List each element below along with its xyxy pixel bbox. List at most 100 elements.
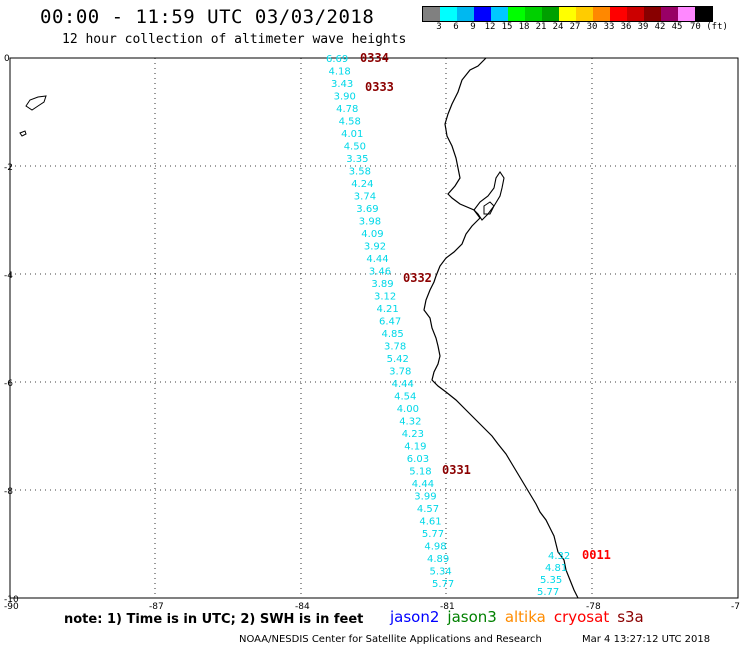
scale-label: 12 — [484, 22, 496, 32]
swh-value: 5.77 — [537, 587, 559, 598]
scale-label: 33 — [603, 22, 615, 32]
latitude-label: 0 — [4, 54, 10, 64]
scale-label: 18 — [518, 22, 530, 32]
scale-swatch — [457, 7, 474, 21]
swh-value: 4.19 — [404, 442, 426, 453]
swh-value: 3.98 — [359, 217, 381, 228]
scale-swatch — [542, 7, 559, 21]
map-frame — [9, 57, 739, 599]
swh-value: 4.32 — [548, 551, 570, 562]
wave-height-color-scale — [422, 6, 713, 22]
swh-value: 4.32 — [399, 417, 421, 428]
scale-swatch — [695, 7, 712, 21]
swh-value: 4.44 — [366, 254, 388, 265]
scale-label: 36 — [620, 22, 632, 32]
swh-value: 4.44 — [412, 479, 434, 490]
swh-value: 3.99 — [414, 492, 436, 503]
satellite-cryosat: cryosat — [553, 608, 610, 626]
pass-time-labels: 0334 0333 0332 0331 0011 — [360, 51, 611, 562]
units-note: note: 1) Time is in UTC; 2) SWH is in fe… — [64, 612, 364, 627]
latitude-label: -6 — [4, 379, 13, 389]
swh-value: 5.42 — [387, 354, 409, 365]
grid-lines — [10, 58, 737, 598]
swh-value: 4.00 — [397, 404, 419, 415]
scale-swatch — [559, 7, 576, 21]
pass-time-label: 0332 — [403, 271, 432, 285]
swh-value: 4.78 — [336, 104, 358, 115]
swh-value: 4.58 — [339, 117, 361, 128]
satellite-s3a: s3a — [617, 608, 644, 626]
swh-value: 3.46 — [369, 267, 391, 278]
scale-swatch — [474, 7, 491, 21]
satellite-altika: altika — [504, 608, 546, 626]
generation-timestamp: Mar 4 13:27:12 UTC 2018 — [582, 634, 711, 645]
scale-label: 24 — [552, 22, 564, 32]
scale-swatch — [491, 7, 508, 21]
swh-value: 3.74 — [354, 192, 376, 203]
swh-value: 4.24 — [351, 179, 373, 190]
satellite-jason2: jason2 — [390, 608, 440, 626]
swh-track-main: 6.69 4.183.43 3.904.78 4.584.01 4.503.35 3.58… — [326, 54, 454, 590]
swh-value: 3.43 — [331, 79, 353, 90]
swh-value: 4.44 — [392, 379, 414, 390]
swh-value: 4.54 — [394, 392, 416, 403]
scale-label: 6 — [453, 22, 459, 32]
swh-value: 3.58 — [349, 167, 371, 178]
longitude-label: -78 — [586, 602, 601, 612]
satellite-legend: jason2 jason3 altika cryosat s3a — [390, 608, 652, 626]
axis-labels: 0 -2 -4 -6 -8 -10-90 -87 -84 -81 -78 -75 — [4, 54, 740, 612]
scale-swatch — [423, 7, 440, 21]
scale-swatch — [508, 7, 525, 21]
longitude-label: -75 — [731, 602, 740, 612]
pass-time-label: 0331 — [442, 463, 471, 477]
swh-value: 4.89 — [427, 554, 449, 565]
scale-label: 21 — [535, 22, 547, 32]
longitude-label: -90 — [4, 602, 19, 612]
longitude-label: -84 — [295, 602, 310, 612]
pass-time-label: 0333 — [365, 80, 394, 94]
swh-value: 4.09 — [361, 229, 383, 240]
swh-value: 5.35 — [540, 575, 562, 586]
swh-value: 5.77 — [432, 579, 454, 590]
swh-track-east: 4.324.815.355.77 — [537, 551, 570, 598]
scale-swatch — [644, 7, 661, 21]
swh-value: 4.50 — [344, 142, 366, 153]
scale-swatch — [593, 7, 610, 21]
swh-value: 6.03 — [407, 454, 429, 465]
swh-value: 5.18 — [409, 467, 431, 478]
scale-label: 9 — [470, 22, 476, 32]
latitude-label: -2 — [4, 163, 13, 173]
swh-value: 4.18 — [329, 67, 351, 78]
latitude-label: -4 — [4, 271, 13, 281]
map-subtitle: 12 hour collection of altimeter wave hei… — [62, 32, 407, 47]
swh-value: 4.21 — [377, 304, 399, 315]
swh-value: 4.98 — [424, 542, 446, 553]
scale-swatch — [610, 7, 627, 21]
swh-value: 5.77 — [422, 529, 444, 540]
swh-value: 3.78 — [384, 342, 406, 353]
swh-value: 3.90 — [334, 92, 356, 103]
scale-label: 15 — [501, 22, 513, 32]
swh-value: 5.34 — [430, 567, 452, 578]
swh-value: 3.12 — [374, 292, 396, 303]
swh-value: 4.01 — [341, 129, 363, 140]
swh-value: 4.57 — [417, 504, 439, 515]
swh-value: 4.61 — [419, 517, 441, 528]
pass-time-label: 0334 — [360, 51, 389, 65]
swh-value: 4.85 — [382, 329, 404, 340]
scale-swatch — [576, 7, 593, 21]
swh-value: 6.69 — [326, 54, 348, 65]
credit-line: NOAA/NESDIS Center for Satellite Applica… — [239, 634, 542, 645]
scale-swatch — [661, 7, 678, 21]
longitude-label: -87 — [149, 602, 164, 612]
satellite-jason3: jason3 — [447, 608, 497, 626]
swh-value: 3.35 — [346, 154, 368, 165]
latitude-label: -10 — [4, 595, 19, 605]
scale-swatch — [678, 7, 695, 21]
gulf-inlet — [473, 171, 505, 221]
map-title: 00:00 - 11:59 UTC 03/03/2018 — [40, 6, 375, 28]
puna-island — [483, 201, 495, 215]
scale-label: 45 — [671, 22, 683, 32]
scale-swatch — [627, 7, 644, 21]
